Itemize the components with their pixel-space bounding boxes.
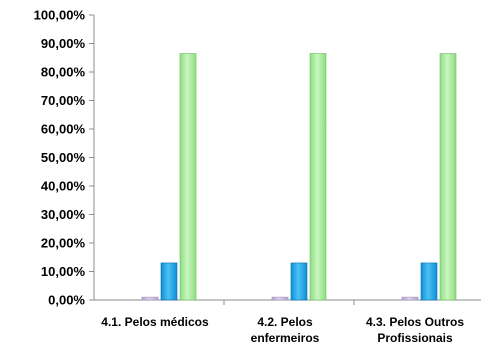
x-category-label: 4.1. Pelos médicos	[101, 315, 209, 329]
y-tick-label: 50,00%	[41, 150, 86, 165]
y-tick-label: 0,00%	[48, 293, 85, 308]
bar-series-1	[141, 296, 159, 301]
y-tick-labels: 0,00% 10,00% 20,00% 30,00% 40,00% 50,00% 60,00…	[34, 8, 94, 308]
y-tick-label: 60,00%	[41, 122, 86, 137]
bar-series-3	[309, 53, 327, 301]
x-category-label: enfermeiros	[251, 331, 320, 345]
axes	[93, 15, 481, 305]
bar-series-2	[420, 262, 438, 301]
y-tick-label: 80,00%	[41, 65, 86, 80]
y-tick-label: 20,00%	[41, 236, 86, 251]
y-tick-label: 90,00%	[41, 36, 86, 51]
category-labels: 4.1. Pelos médicos 4.2. Pelos enfermeiros 4…	[101, 315, 464, 345]
y-tick-label: 40,00%	[41, 179, 86, 194]
x-category-label: Profissionais	[377, 331, 453, 345]
y-tick-label: 70,00%	[41, 93, 86, 108]
bar-series-2	[160, 262, 178, 301]
y-tick-label: 30,00%	[41, 207, 86, 222]
x-category-label: 4.3. Pelos Outros	[366, 315, 464, 329]
bar-series-1	[271, 296, 289, 301]
bar-series-3	[439, 53, 457, 301]
y-tick-label: 10,00%	[41, 264, 86, 279]
y-tick-label: 100,00%	[34, 8, 86, 23]
bars	[141, 53, 457, 301]
bar-series-3	[179, 53, 197, 301]
bar-series-2	[290, 262, 308, 301]
x-category-label: 4.2. Pelos	[257, 315, 313, 329]
bar-series-1	[401, 296, 419, 301]
